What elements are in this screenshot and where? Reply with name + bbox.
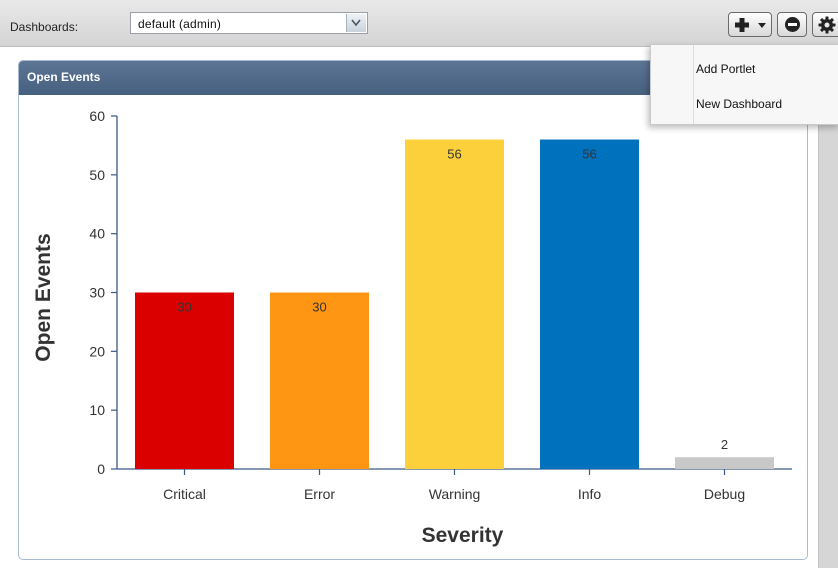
open-events-bar-chart: 0 10 20 30 40 50 60 Critical 30 Error 30 Warning 56 I…: [32, 108, 792, 547]
menu-icon-gutter: [693, 45, 694, 124]
y-tick-label: 30: [89, 285, 105, 301]
x-axis-title: Severity: [422, 524, 504, 547]
x-tick-label: Info: [578, 486, 602, 502]
y-tick-label: 10: [89, 402, 105, 418]
bar-error: [270, 292, 369, 469]
add-dropdown-menu: Add Portlet New Dashboard: [650, 44, 838, 125]
dashboard-select-value: default (admin): [138, 17, 222, 31]
bar-critical: [135, 292, 234, 469]
menu-item-new-dashboard[interactable]: New Dashboard: [696, 97, 783, 111]
dashboard-toolbar: Dashboards: default (admin): [0, 0, 838, 47]
y-tick-label: 0: [97, 461, 105, 477]
bar-warning: [405, 139, 504, 469]
x-tick-label: Debug: [704, 486, 745, 502]
menu-item-add-portlet[interactable]: Add Portlet: [696, 62, 756, 76]
y-tick-label: 50: [89, 167, 105, 183]
add-menu-button[interactable]: [728, 12, 772, 37]
y-tick-label: 40: [89, 226, 105, 242]
dashboard-select[interactable]: default (admin): [130, 12, 368, 34]
data-label: 30: [312, 300, 326, 315]
y-axis-title: Open Events: [32, 233, 55, 361]
bar-info: [540, 139, 639, 469]
x-tick-label: Warning: [429, 486, 481, 502]
gear-icon: [818, 16, 836, 34]
scrollbar[interactable]: [818, 46, 838, 568]
settings-button[interactable]: [812, 12, 838, 37]
remove-button[interactable]: [777, 12, 807, 37]
plus-icon: [735, 18, 749, 32]
data-label: 2: [721, 437, 728, 452]
minus-circle-icon: [785, 17, 800, 32]
y-tick-label: 60: [89, 108, 105, 124]
data-label: 56: [447, 147, 461, 162]
data-label: 30: [177, 300, 191, 315]
chevron-down-icon[interactable]: [346, 14, 366, 32]
data-label: 56: [582, 147, 596, 162]
portlet-title: Open Events: [27, 70, 101, 84]
x-tick-label: Error: [304, 486, 335, 502]
x-tick-label: Critical: [163, 486, 206, 502]
open-events-portlet: Open Events 0 10 20 30 40 50 60 Critical 30 Error…: [18, 60, 808, 560]
bar-debug: [675, 457, 774, 469]
caret-down-icon: [758, 23, 766, 28]
y-tick-label: 20: [89, 343, 105, 359]
dashboards-label: Dashboards:: [10, 20, 79, 34]
